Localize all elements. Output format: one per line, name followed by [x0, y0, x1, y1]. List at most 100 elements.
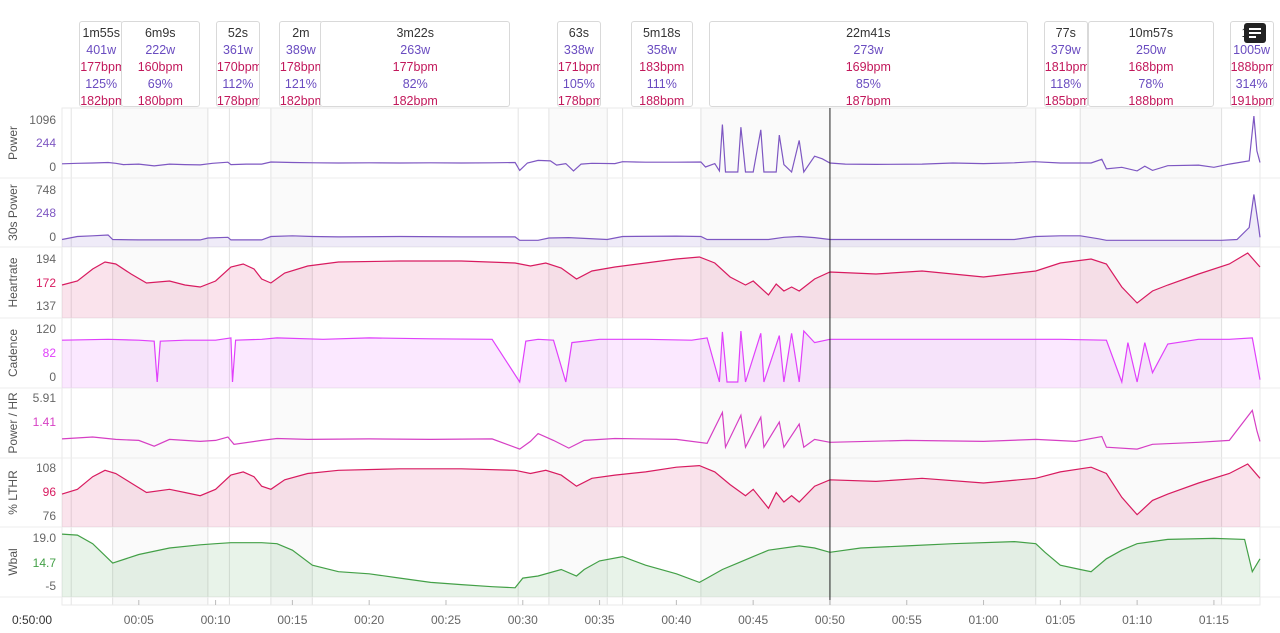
- x-tick-label: 01:00: [969, 613, 999, 627]
- panel-label: 30s Power: [6, 184, 20, 241]
- panel-label: Heartrate: [6, 257, 20, 307]
- series-fill: [62, 253, 1260, 318]
- interval-dur: 2m: [292, 26, 310, 40]
- interval-pct: 69%: [147, 77, 173, 91]
- tick-label: -5: [45, 579, 56, 593]
- interval-band: [1035, 107, 1081, 606]
- interval-pct: 125%: [85, 77, 118, 91]
- tick-label: 137: [36, 299, 56, 313]
- series-line: [61, 409, 1261, 450]
- series-fill: [62, 331, 1260, 388]
- tick-label: 120: [36, 322, 56, 336]
- x-tick-label: 00:05: [124, 613, 154, 627]
- interval-pct: 314%: [1235, 77, 1268, 91]
- interval-label[interactable]: 63s 338w 171bpm 105% 178bpm: [556, 21, 601, 107]
- interval-dur: 5m18s: [642, 26, 681, 40]
- interval-pow: 358w: [646, 43, 677, 57]
- interval-pct: 111%: [646, 77, 677, 91]
- interval-hr2: 191bpm: [1230, 94, 1274, 107]
- interval-dur: 3m22s: [396, 26, 434, 40]
- x-tick-label: 00:40: [661, 613, 691, 627]
- series-line: [61, 463, 1261, 516]
- x-tick-label: 00:55: [892, 613, 922, 627]
- interval-hr2: 185bpm: [1044, 94, 1088, 107]
- x-tick-label: 01:05: [1045, 613, 1075, 627]
- tick-label: 14.7: [33, 556, 57, 570]
- interval-hr2: 178bpm: [216, 94, 260, 107]
- x-tick-label: 00:25: [431, 613, 461, 627]
- tick-label: 108: [36, 461, 56, 475]
- interval-pct: 85%: [855, 77, 881, 91]
- interval-hr: 188bpm: [1230, 60, 1274, 74]
- panel-label: Cadence: [6, 329, 20, 377]
- tick-label: 1.41: [33, 415, 57, 429]
- interval-label[interactable]: 6m9s 222w 160bpm 69% 180bpm: [120, 21, 200, 107]
- interval-hr: 177bpm: [392, 60, 438, 74]
- interval-band: [270, 107, 313, 606]
- interval-hr: 178bpm: [279, 60, 323, 74]
- panel-label: % LTHR: [6, 470, 20, 515]
- interval-hr2: 178bpm: [557, 94, 601, 107]
- interval-hr2: 188bpm: [1128, 94, 1174, 107]
- interval-hr: 183bpm: [639, 60, 685, 74]
- interval-pow: 222w: [145, 43, 176, 57]
- panel-label: Power: [6, 126, 20, 160]
- tick-label: 194: [36, 252, 56, 266]
- interval-label[interactable]: 10m57s 250w 168bpm 78% 188bpm: [1088, 21, 1214, 107]
- interval-hr: 170bpm: [216, 60, 260, 74]
- series-line: [61, 252, 1261, 304]
- interval-hr2: 182bpm: [392, 94, 438, 107]
- interval-dur: 52s: [227, 26, 248, 40]
- interval-band: [700, 107, 1037, 606]
- interval-pct: 121%: [284, 77, 317, 91]
- interval-pct: 112%: [222, 77, 254, 91]
- panel-label: Power / HR: [6, 392, 20, 454]
- series-line: [61, 533, 1261, 589]
- x-tick-label: 00:20: [354, 613, 384, 627]
- series-fill: [62, 534, 1260, 597]
- x-tick-label: 00:45: [738, 613, 768, 627]
- interval-pow: 361w: [222, 43, 253, 57]
- interval-dur: 77s: [1055, 26, 1076, 40]
- tick-label: 96: [43, 485, 57, 499]
- interval-band: [622, 107, 702, 606]
- interval-label[interactable]: 3m22s 263w 177bpm 82% 182bpm: [320, 21, 511, 107]
- interval-hr: 169bpm: [845, 60, 891, 74]
- interval-label[interactable]: 22m41s 273w 169bpm 85% 187bpm: [708, 21, 1028, 107]
- interval-hr2: 182bpm: [80, 94, 124, 107]
- interval-label[interactable]: 5m18s 358w 183bpm 111% 188bpm: [630, 21, 693, 107]
- x-tick-label: 01:10: [1122, 613, 1152, 627]
- interval-pct: 118%: [1050, 77, 1082, 91]
- interval-hr: 181bpm: [1044, 60, 1088, 74]
- notes-icon[interactable]: [1244, 23, 1266, 43]
- tick-label: 76: [43, 509, 57, 523]
- x-start-label: 0:50:00: [12, 613, 52, 627]
- interval-pow: 379w: [1050, 43, 1081, 57]
- tick-label: 748: [36, 183, 56, 197]
- interval-pow: 250w: [1136, 43, 1166, 57]
- interval-band: [311, 107, 519, 606]
- interval-hr: 160bpm: [137, 60, 183, 74]
- x-tick-label: 00:35: [585, 613, 615, 627]
- interval-label[interactable]: 2m 389w 178bpm 121% 182bpm: [278, 21, 323, 107]
- interval-hr2: 188bpm: [639, 94, 685, 107]
- panel-label: Wbal: [6, 548, 20, 575]
- interval-label[interactable]: 52s 361w 170bpm 112% 178bpm: [215, 21, 260, 107]
- tick-label: 172: [36, 276, 56, 290]
- tick-label: 82: [43, 346, 57, 360]
- tick-label: 0: [49, 160, 56, 174]
- interval-label[interactable]: 1m55s 401w 177bpm 125% 182bpm: [79, 21, 124, 107]
- interval-hr2: 180bpm: [137, 94, 183, 107]
- series-line: [61, 329, 1261, 385]
- tick-label: 248: [36, 206, 56, 220]
- interval-label[interactable]: 77s 379w 181bpm 118% 185bpm: [1043, 21, 1088, 107]
- interval-hr: 171bpm: [557, 60, 601, 74]
- tick-label: 0: [49, 230, 56, 244]
- interval-pow: 338w: [563, 43, 594, 57]
- interval-dur: 10m57s: [1128, 26, 1174, 40]
- interval-hr2: 182bpm: [279, 94, 323, 107]
- interval-pow: 1005w: [1233, 43, 1271, 57]
- tick-label: 1096: [29, 113, 56, 127]
- interval-pow: 389w: [285, 43, 316, 57]
